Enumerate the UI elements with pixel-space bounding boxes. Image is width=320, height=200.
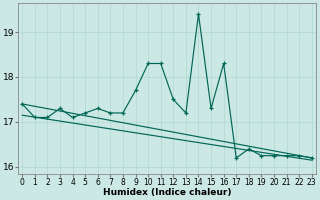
- X-axis label: Humidex (Indice chaleur): Humidex (Indice chaleur): [103, 188, 231, 197]
